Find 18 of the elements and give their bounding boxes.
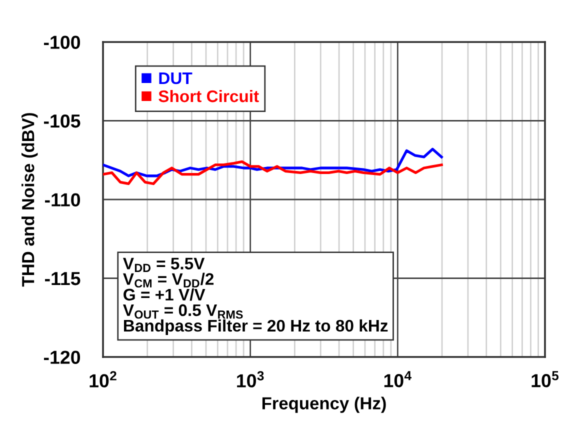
annotation: Bandpass Filter = 20 Hz to 80 kHz <box>124 319 388 335</box>
x-axis-title: Frequency (Hz) <box>262 396 386 413</box>
x-tick-label: 10$^{5}$ <box>532 371 559 388</box>
annotation: V$_{OUT}$ = 0.5 V$_{RMS}$ <box>123 304 243 319</box>
x-tick-label: 10$^{3}$ <box>237 371 264 388</box>
y-axis-title: THD and Noise (dBV) <box>22 113 38 287</box>
y-tick-label: -105 <box>44 114 80 128</box>
annotation: G = +1 V/V <box>124 288 206 301</box>
x-tick-label: 10$^{4}$ <box>384 371 412 388</box>
y-tick-label: -100 <box>44 36 80 49</box>
annotation: V$_{DD}$ = 5.5V <box>123 258 205 272</box>
y-tick-label: -110 <box>45 193 80 206</box>
y-tick-label: -120 <box>44 350 80 364</box>
x-tick-label: 10$^{2}$ <box>90 371 116 388</box>
y-tick-label: -115 <box>45 272 80 286</box>
legend-label: Short Circuit <box>158 90 259 102</box>
annotation: V$_{CM}$ = V$_{DD}$/2 <box>123 272 214 288</box>
legend-label: DUT <box>159 72 192 84</box>
